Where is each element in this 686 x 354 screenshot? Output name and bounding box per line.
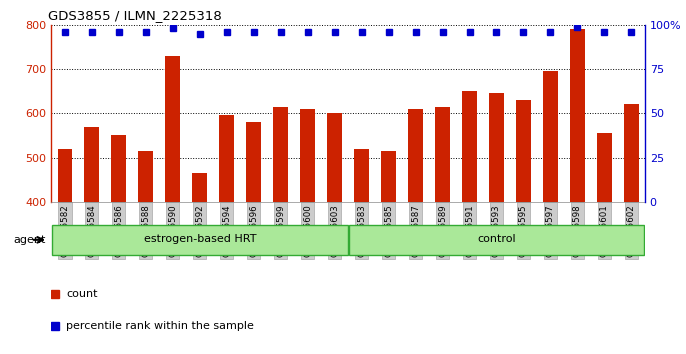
Bar	[381, 151, 396, 202]
Bar	[624, 104, 639, 202]
Bar	[84, 127, 99, 202]
Bar	[300, 109, 315, 202]
Bar	[192, 173, 207, 202]
Text: GDS3855 / ILMN_2225318: GDS3855 / ILMN_2225318	[49, 9, 222, 22]
Text: count: count	[66, 289, 97, 299]
Text: estrogen-based HRT: estrogen-based HRT	[143, 234, 256, 244]
Bar	[220, 115, 234, 202]
Bar	[139, 151, 153, 202]
Text: percentile rank within the sample: percentile rank within the sample	[66, 321, 254, 331]
Bar	[273, 107, 288, 202]
Bar	[435, 107, 450, 202]
Bar	[111, 136, 126, 202]
Bar	[246, 122, 261, 202]
Text: control: control	[477, 234, 516, 244]
Bar	[570, 29, 585, 202]
Bar	[462, 91, 477, 202]
FancyBboxPatch shape	[348, 225, 644, 255]
Bar	[597, 133, 612, 202]
Bar	[354, 149, 369, 202]
Text: agent: agent	[14, 235, 46, 245]
FancyBboxPatch shape	[52, 225, 348, 255]
Bar	[165, 56, 180, 202]
Bar	[408, 109, 423, 202]
Bar	[516, 100, 531, 202]
Bar	[58, 149, 72, 202]
Bar	[543, 71, 558, 202]
Bar	[489, 93, 504, 202]
Bar	[327, 113, 342, 202]
